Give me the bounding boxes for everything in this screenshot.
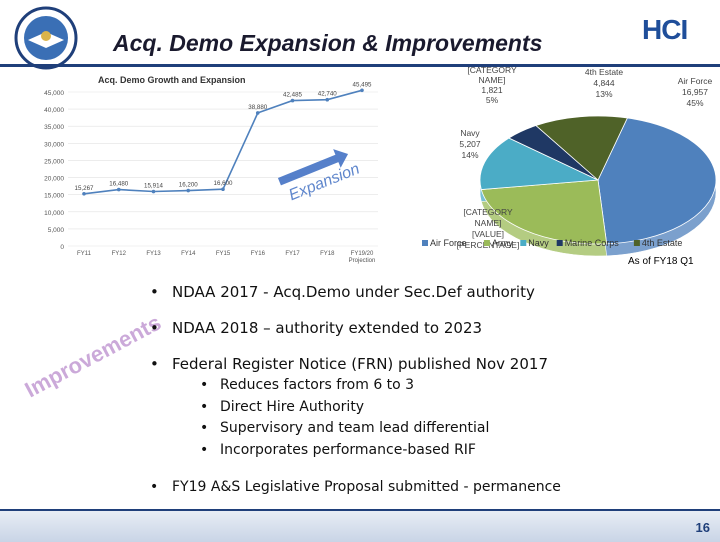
improvements-label: Improvements [24,310,164,403]
x-tick-label: FY19/20 Projection [349,251,376,264]
bullet-item: • NDAA 2018 – authority extended to 2023 [150,319,483,337]
data-label: 38,880 [248,104,267,111]
footer-bar [0,509,720,542]
workforce-pie-chart: [CATEGORY NAME] 1,821 5% 4th Estate 4,844 13%… [422,65,717,257]
pie-legend: Air Force Army Navy Marine Corps 4th Estate [422,238,682,248]
data-point [186,188,191,193]
x-tick-label: FY15 [216,251,231,257]
legend-label: Air Force [430,238,467,248]
pie-slice-4th-estate [535,115,628,181]
pie-label-navy: Navy 5,207 14% [459,128,481,160]
legend-swatch [422,240,428,246]
y-tick-label: 45,000 [44,90,64,97]
data-point [290,98,295,103]
growth-line-chart: Acq. Demo Growth and Expansion 0 5,000 10,… [44,75,378,264]
legend-label: Army [492,238,513,248]
data-label: 42,740 [318,91,337,98]
data-label: 16,200 [179,182,198,189]
y-tick-label: 20,000 [44,176,64,183]
improvements-word-art: Improvements [24,310,164,403]
legend-swatch [556,240,563,246]
pie-slice-army [480,179,608,245]
sub-bullet-item: • Reduces factors from 6 to 3 [200,377,415,393]
legend-label: Marine Corps [565,238,620,248]
y-tick-label: 30,000 [44,141,64,148]
dod-seal-logo [14,6,78,70]
pie-label-category-name: [CATEGORY NAME] 1,821 5% [467,65,517,105]
sub-bullet-item: • Direct Hire Authority [200,398,365,415]
sub-bullet-list: • Reduces factors from 6 to 3 • Direct Hir… [200,377,489,463]
data-label: 16,480 [109,181,128,188]
data-point [151,189,156,194]
pie-slice-navy [479,137,600,190]
y-tick-label: 25,000 [44,158,64,165]
data-label: 15,267 [75,185,94,192]
bullet-item: • NDAA 2017 - Acq.Demo under Sec.Def auth… [150,283,535,301]
data-point [325,97,330,102]
legend-swatch [633,240,640,246]
y-tick-label: 5,000 [48,227,65,234]
data-label: 42,485 [283,92,302,99]
x-tick-label: FY18 [320,251,335,257]
pie-label-air-force: Air Force 16,957 45% [678,76,713,108]
y-tick-label: 40,000 [44,107,64,114]
data-label: 45,495 [353,81,372,88]
x-tick-label: FY13 [146,251,161,257]
y-tick-label: 0 [60,244,64,251]
x-tick-label: FY12 [112,251,127,257]
data-point [255,111,260,115]
x-tick-label: FY14 [181,251,196,257]
bullet-item: • Federal Register Notice (FRN) published… [150,355,548,373]
pie-label-4th-estate: 4th Estate 4,844 13% [585,67,624,99]
data-point [116,187,121,192]
y-tick-label: 10,000 [44,210,64,217]
legend-swatch [520,240,527,246]
line-chart-title: Acq. Demo Growth and Expansion [98,75,246,85]
as-of-note: As of FY18 Q1 [628,256,694,267]
data-point [221,187,225,191]
legend-label: 4th Estate [642,238,683,248]
page-number: 16 [695,520,710,535]
y-tick-label: 35,000 [44,124,64,131]
legend-swatch [483,240,490,246]
data-point [82,191,86,196]
data-point [360,88,364,93]
hci-logo: HCI [642,14,688,45]
x-tick-label: FY16 [251,251,266,257]
bullet-item: • FY19 A&S Legislative Proposal submitted… [150,479,561,495]
data-label: 16,600 [214,180,233,187]
expansion-arrow: Expansion [277,149,362,204]
page-title: Acq. Demo Expansion & Improvements [113,30,543,56]
x-tick-label: FY17 [285,251,300,257]
y-tick-label: 15,000 [44,193,64,200]
header-divider [0,64,720,67]
pie-slice-air-force [597,117,717,245]
x-tick-label: FY11 [77,251,92,257]
sub-bullet-item: • Supervisory and team lead differential [200,420,490,436]
data-label: 15,914 [144,183,163,190]
sub-bullet-item: • Incorporates performance-based RIF [200,441,476,458]
legend-label: Navy [528,238,549,248]
